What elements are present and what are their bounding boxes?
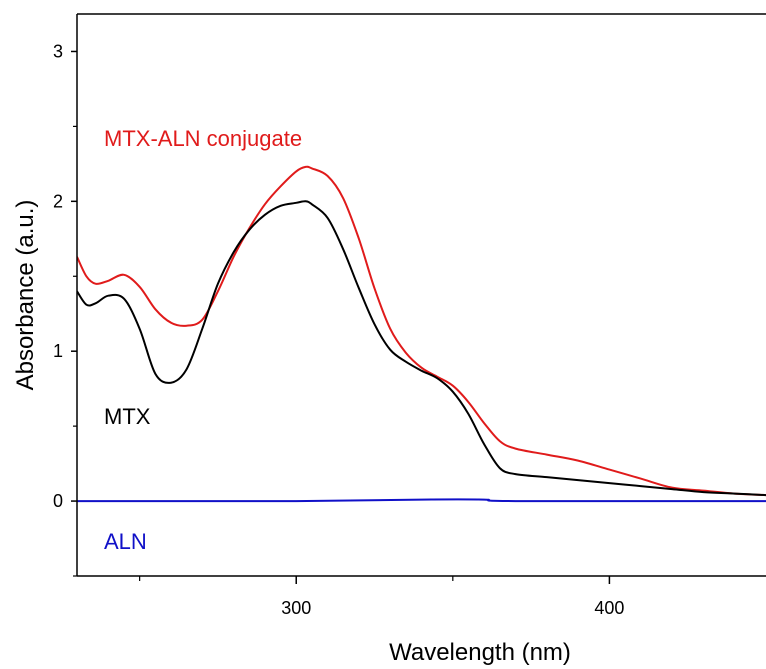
y-tick-label: 1 — [53, 341, 63, 361]
axes-layer — [77, 14, 766, 576]
series-line-mtx-aln-conjugate — [77, 167, 766, 495]
x-tick-label: 400 — [594, 598, 624, 618]
x-tick-label: 300 — [281, 598, 311, 618]
series-line-aln — [77, 499, 766, 501]
series-line-mtx — [77, 201, 766, 495]
series-label-mtx: MTX — [104, 404, 151, 429]
y-tick-label: 2 — [53, 191, 63, 211]
y-tick-label: 3 — [53, 41, 63, 61]
series-layer — [77, 167, 766, 501]
y-axis-title: Absorbance (a.u.) — [12, 200, 39, 391]
series-label-aln: ALN — [104, 529, 147, 554]
x-axis-title: Wavelength (nm) — [389, 639, 571, 666]
series-label-mtx-aln: MTX-ALN conjugate — [104, 126, 302, 151]
y-tick-label: 0 — [53, 491, 63, 511]
